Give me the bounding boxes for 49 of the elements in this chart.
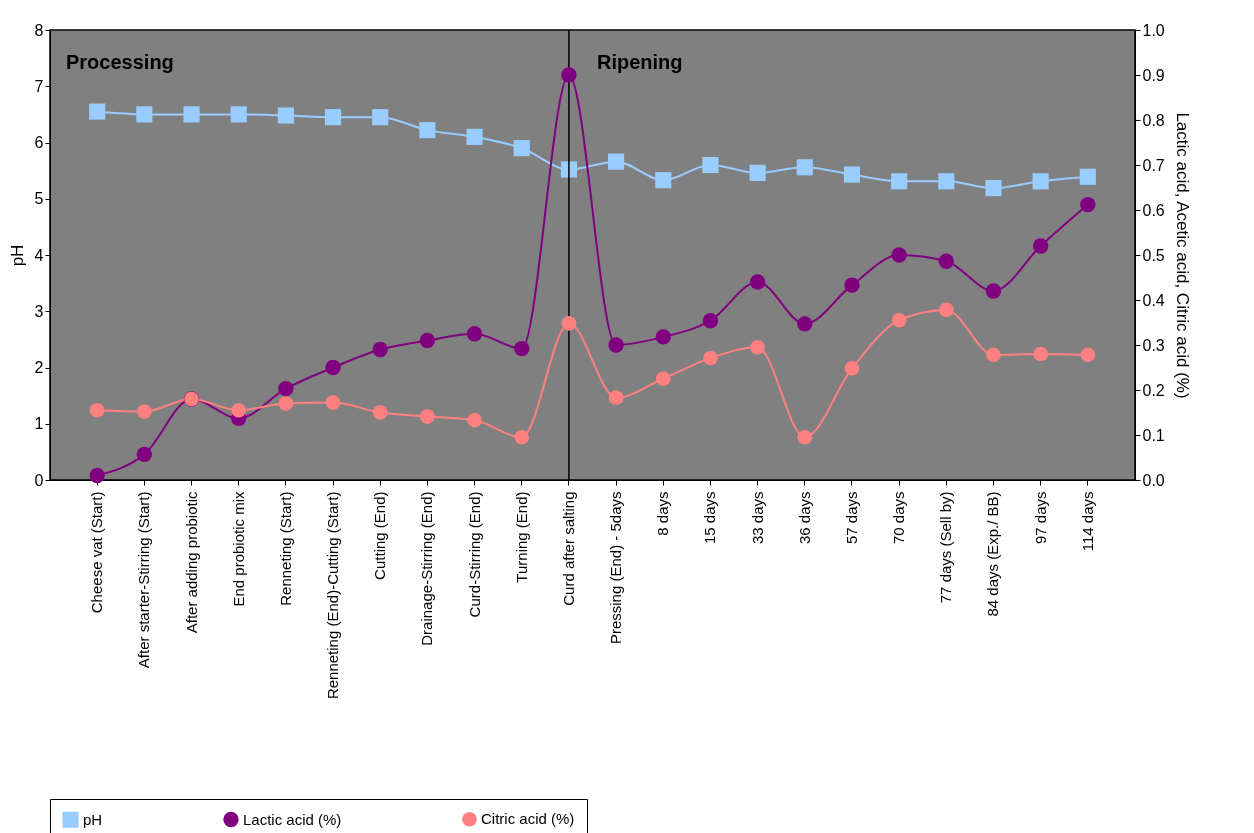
annotation: Ripening	[597, 51, 683, 73]
x-tick-label: Pressing (End) - 5days	[607, 491, 625, 645]
x-tick-label: Renneting (End)-Cutting (Start)	[324, 491, 342, 700]
y-tick-label: 0	[34, 471, 44, 489]
annotation: Processing	[66, 51, 174, 73]
x-tick-label: Renneting (Start)	[276, 491, 294, 606]
y2-tick-label: 0.6	[1142, 201, 1165, 219]
y2-axis-title: Lactic acid, Acetic acid, Citric acid (%)	[1172, 112, 1192, 399]
y2-tick-label: 0.0	[1142, 471, 1165, 489]
x-tick-label: Cheese vat (Start)	[88, 491, 106, 614]
y-tick-label: 7	[34, 77, 44, 95]
y-axis-title: pH	[7, 244, 27, 267]
y2-tick-label: 1.0	[1142, 21, 1165, 39]
y2-tick-label: 0.2	[1142, 381, 1165, 399]
x-tick-label: 97 days	[1031, 491, 1049, 545]
y-tick-label: 4	[34, 246, 44, 264]
x-tick-label: 114 days	[1078, 491, 1096, 552]
x-tick-label: Turning (End)	[512, 491, 530, 583]
legend-label: Citric acid (%)	[481, 810, 575, 828]
x-tick-label: 36 days	[795, 491, 813, 545]
x-tick-label: 57 days	[842, 491, 860, 545]
y-tick-label: 1	[34, 415, 44, 433]
x-tick-label: 33 days	[748, 491, 766, 545]
y-tick-label: 8	[34, 21, 44, 39]
y2-tick-label: 0.9	[1142, 66, 1165, 84]
x-tick-label: 8 days	[654, 491, 672, 536]
x-tick-label: 70 days	[890, 491, 908, 545]
y2-tick-label: 0.1	[1142, 426, 1165, 444]
y2-tick-label: 0.8	[1142, 111, 1165, 129]
y2-tick-label: 0.7	[1142, 156, 1165, 174]
legend-label: pH	[83, 810, 103, 828]
y2-tick-label: 0.5	[1142, 246, 1165, 264]
y2-tick-label: 0.4	[1142, 291, 1165, 309]
legend-label: Lactic acid (%)	[243, 810, 342, 828]
x-tick-label: Drainage-Stirring (End)	[418, 491, 436, 646]
x-tick-label: 84 days (Exp./ BB)	[984, 491, 1002, 617]
x-tick-label: 15 days	[701, 491, 719, 545]
x-tick-label: Curd-Stirring (End)	[465, 491, 483, 618]
y-tick-label: 5	[34, 190, 44, 208]
x-tick-label: Curd after salting	[559, 491, 577, 606]
y-tick-label: 6	[34, 134, 44, 151]
x-tick-label: End probiotic mix	[229, 491, 247, 607]
y-tick-label: 3	[34, 302, 44, 320]
x-tick-label: After adding probiotic	[182, 491, 200, 634]
x-tick-label: Cutting (End)	[371, 491, 389, 580]
x-tick-label: 77 days (Sell by)	[937, 491, 955, 604]
y-tick-label: 2	[34, 359, 44, 376]
y2-tick-label: 0.3	[1142, 336, 1165, 354]
x-tick-label: After starter-Stirring (Start)	[135, 491, 153, 669]
